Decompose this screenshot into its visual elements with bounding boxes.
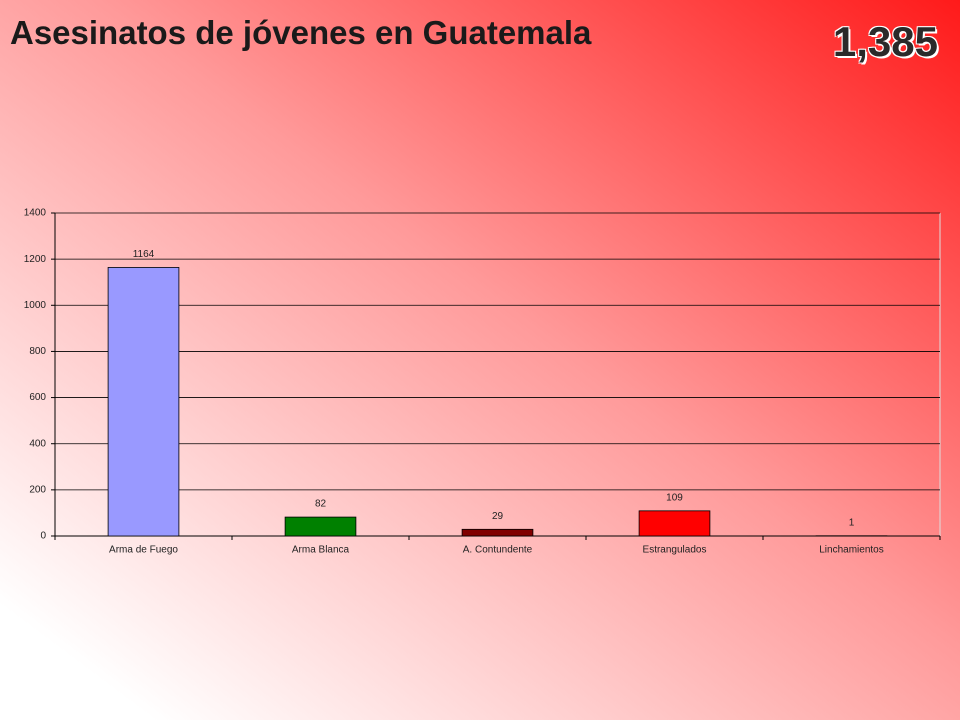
value-label: 29 [492,511,504,522]
x-tick-label: Linchamientos [819,545,883,556]
y-tick-label: 600 [29,392,46,403]
y-tick-label: 1400 [24,208,47,219]
x-tick-label: A. Contundente [463,545,533,556]
y-tick-label: 200 [29,484,46,495]
bar [638,510,711,537]
y-tick-label: 800 [29,346,46,357]
x-tick-label: Arma Blanca [292,545,350,556]
x-tick-label: Estrangulados [643,545,707,556]
y-tick-label: 1200 [24,254,47,265]
total-annotation: 1,385 [832,18,938,65]
value-label: 109 [666,492,683,503]
y-tick-label: 400 [29,438,46,449]
bar [107,267,180,537]
slide-title: Asesinatos de jóvenes en Guatemala [10,14,592,51]
value-label: 82 [315,499,327,510]
value-label: 1 [849,517,855,528]
value-label: 1164 [133,249,155,260]
y-tick-label: 0 [40,531,46,542]
bar [461,528,534,537]
y-tick-label: 1000 [24,300,47,311]
bar [284,516,357,537]
x-tick-label: Arma de Fuego [109,545,178,556]
